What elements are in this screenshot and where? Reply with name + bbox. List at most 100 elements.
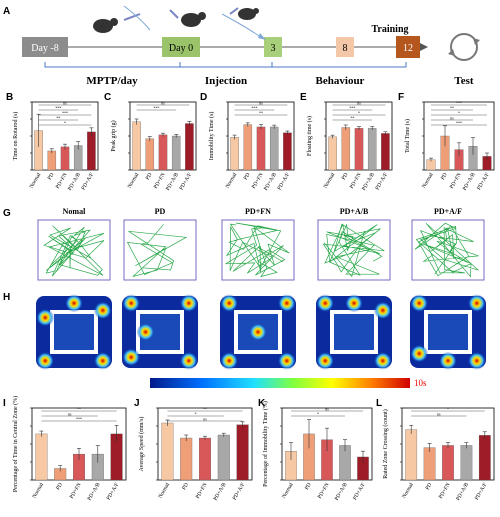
- panel-letter-g: G: [3, 208, 11, 219]
- day0-label: Day 0: [169, 43, 193, 54]
- heatmap-hotspot: [410, 294, 429, 313]
- significance-label: ***: [251, 105, 257, 110]
- heatmap-hotspot: [179, 351, 198, 370]
- bar: [478, 435, 491, 481]
- injection-label: Injection: [205, 75, 247, 87]
- mptp-label: MPTP/day: [86, 75, 138, 87]
- x-tick-label: PD+A/F: [474, 482, 489, 501]
- heatmap-hotspot: [93, 351, 112, 370]
- mouse-icon: [93, 8, 259, 33]
- significance-label: ***: [456, 100, 462, 105]
- trajectory-path: [225, 222, 290, 278]
- timeline-diagram: Day -8 Day 0 3 8 12 Training MPTP/day In…: [22, 5, 480, 87]
- trajectory-path: [322, 223, 385, 278]
- panel-letter-j: J: [134, 398, 140, 409]
- heatmap-hotspot: [467, 351, 486, 370]
- x-tick-label: PD: [145, 172, 154, 181]
- colorbar-min-label: 0s: [136, 378, 145, 388]
- significance-label: *: [317, 411, 319, 416]
- panel-letter-b: B: [6, 92, 14, 103]
- significance-label: ns: [357, 100, 361, 105]
- panel-letter-l: L: [376, 398, 383, 409]
- heatmap-hotspot: [373, 351, 392, 370]
- day-minus8-label: Day -8: [31, 43, 59, 54]
- y-axis-label: Total Time (s): [404, 119, 411, 153]
- y-axis-label: Floating time (s): [306, 116, 313, 156]
- syringe-icon: [123, 7, 239, 21]
- significance-label: ns: [259, 100, 263, 105]
- heatmap-hotspot: [316, 351, 335, 370]
- significance-label: *: [458, 110, 460, 115]
- day3-box: [264, 37, 282, 57]
- day8-box: [336, 37, 354, 57]
- significance-label: ***: [349, 105, 355, 110]
- heatmap-hotspot: [345, 294, 363, 313]
- x-tick-label: PD: [341, 172, 350, 181]
- cycle-icon: [448, 33, 480, 61]
- heatmap-hotspot: [220, 294, 239, 313]
- significance-label: ns: [203, 416, 207, 421]
- heatmap-hotspot: [93, 301, 112, 320]
- trajectory-path: [43, 225, 105, 277]
- panel-letter-i: I: [3, 398, 6, 409]
- trajectory-group-label: Nomal: [63, 207, 86, 216]
- x-tick-label: PD: [425, 482, 434, 491]
- arena-frame: [123, 219, 197, 281]
- significance-label: *: [64, 120, 66, 125]
- day-minus8-box: [22, 37, 68, 57]
- panel-letter-f: F: [398, 92, 405, 103]
- panel-letter-e: E: [300, 92, 307, 103]
- bar: [460, 445, 473, 481]
- significance-label: ns: [325, 406, 329, 411]
- significance-label: ns: [161, 100, 165, 105]
- significance-label: **: [259, 110, 263, 115]
- heatmap-hotspot: [179, 294, 198, 313]
- heatmap-center-fill: [428, 314, 468, 350]
- y-axis-label: Time on Rotarod (s): [12, 112, 19, 161]
- colorbar-max-label: 10s: [414, 378, 427, 388]
- y-axis-label: Percentage of Immobility Time (%): [262, 401, 269, 487]
- heatmap-hotspot: [410, 344, 429, 363]
- heatmap-hotspot: [220, 351, 239, 370]
- significance-label: **: [350, 115, 354, 120]
- bar: [405, 429, 418, 481]
- significance-label: ***: [55, 105, 61, 110]
- significance-label: ns: [68, 411, 72, 416]
- heatmap-hotspot: [122, 348, 141, 367]
- trajectory-group-label: PD: [155, 207, 166, 216]
- heatmap-hotspot: [467, 294, 486, 313]
- x-tick-label: PD: [440, 172, 449, 181]
- heatmap-hotspot: [277, 294, 296, 313]
- trajectory-group-label: PD+FN: [245, 207, 271, 216]
- x-tick-label: PD: [181, 482, 190, 491]
- x-tick-label: PD+FN: [438, 482, 452, 500]
- significance-label: ***: [62, 110, 68, 115]
- significance-label: ns: [63, 100, 67, 105]
- heatmap-hotspot: [277, 351, 296, 370]
- day12-label: 12: [403, 43, 413, 54]
- y-axis-label: Percentage of Time in Central Zone (%): [12, 396, 19, 492]
- significance-label: ***: [456, 120, 462, 125]
- y-axis-label: Immobility Time (s): [208, 112, 215, 161]
- significance-label: ***: [153, 105, 159, 110]
- significance-label: ns: [437, 411, 441, 416]
- heatmap-hotspot: [316, 294, 335, 313]
- x-tick-label: PD+A/B: [455, 482, 470, 502]
- behaviour-label: Behaviour: [316, 75, 365, 87]
- heatmap-hotspot: [122, 294, 141, 313]
- significance-label: ns: [450, 115, 454, 120]
- significance-label: **: [450, 105, 454, 110]
- day8-label: 8: [343, 43, 348, 54]
- heatmap-hotspot: [36, 351, 55, 370]
- heatmap-hotspot: [373, 301, 392, 320]
- x-tick-label: PD: [243, 172, 252, 181]
- y-axis-label: Peak grip (g): [110, 120, 117, 151]
